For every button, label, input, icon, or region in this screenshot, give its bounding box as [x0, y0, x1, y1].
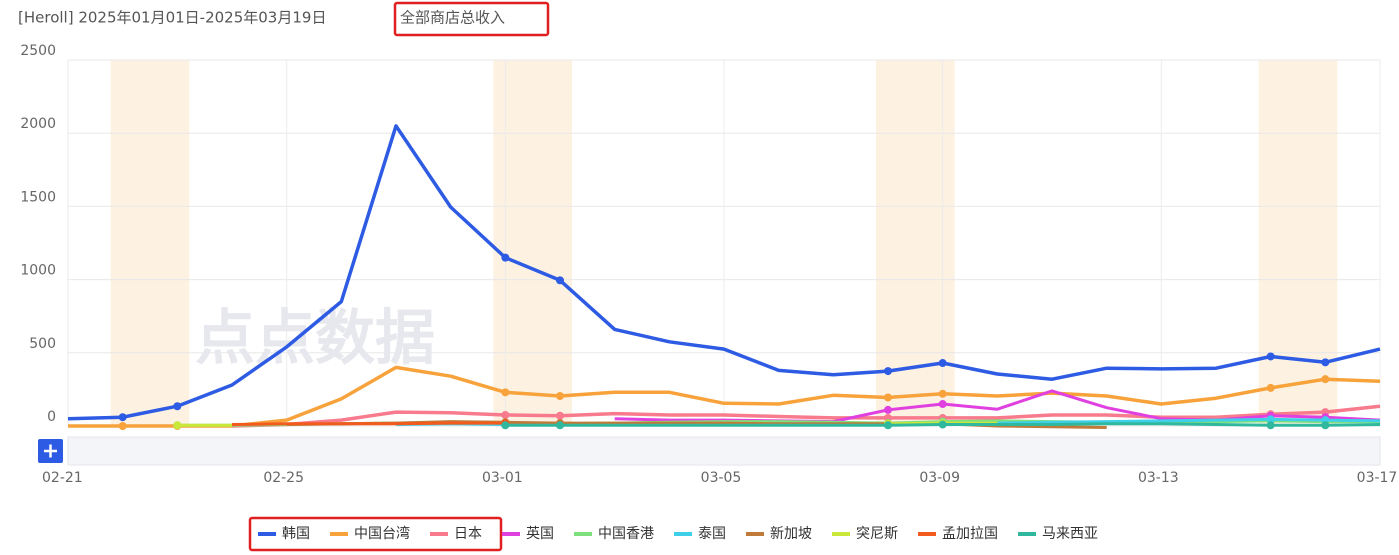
- point-marker: [1266, 352, 1275, 361]
- watermark: 点点数据: [195, 304, 435, 374]
- legend-label: 孟加拉国: [942, 526, 998, 542]
- weekend-band: [1258, 60, 1338, 426]
- series-line: [231, 421, 506, 426]
- series-line: [231, 404, 1381, 428]
- x-tick-label: 03-13: [1138, 470, 1179, 486]
- y-tick-label: 2500: [20, 43, 56, 59]
- weekend-band: [110, 60, 190, 426]
- legend-label: 马来西亚: [1042, 526, 1098, 542]
- y-tick-label: 500: [29, 336, 56, 352]
- point-marker: [118, 413, 127, 422]
- point-marker: [938, 400, 947, 409]
- x-tick-label: 02-25: [263, 470, 304, 486]
- legend-label: 泰国: [698, 526, 726, 542]
- point-marker: [501, 388, 510, 397]
- point-marker: [884, 367, 892, 376]
- x-tick-label: 03-17: [1357, 470, 1398, 486]
- point-marker: [556, 421, 564, 430]
- point-marker: [938, 389, 947, 398]
- x-tick-label: 03-05: [701, 470, 742, 486]
- highlight-box: [393, 1, 550, 37]
- point-marker: [556, 411, 564, 420]
- point-marker: [501, 411, 510, 420]
- legend-label: 日本: [454, 526, 482, 542]
- point-marker: [1266, 415, 1275, 424]
- point-marker: [1266, 383, 1275, 392]
- x-tick-label: 02-21: [42, 470, 83, 486]
- point-marker: [884, 421, 892, 430]
- point-marker: [884, 405, 892, 414]
- point-marker: [173, 421, 182, 430]
- y-tick-label: 0: [47, 409, 56, 425]
- legend-label: 新加坡: [770, 526, 812, 542]
- x-tick-label: 03-01: [482, 470, 523, 486]
- chart-subtitle: 全部商店总收入: [400, 9, 505, 27]
- legend-highlight: [248, 516, 503, 552]
- series-line: [68, 365, 1381, 428]
- point-marker: [884, 393, 892, 402]
- point-marker: [118, 422, 127, 430]
- zoom-slider[interactable]: [67, 436, 1381, 466]
- point-marker: [501, 253, 510, 262]
- legend-label: 中国台湾: [354, 525, 410, 542]
- point-marker: [1321, 421, 1330, 430]
- point-marker: [1321, 375, 1330, 384]
- legend-label: 韩国: [282, 526, 310, 542]
- chart-title: [Heroll] 2025年01月01日-2025年03月19日: [18, 9, 326, 27]
- legend-label: 英国: [526, 525, 554, 542]
- point-marker: [938, 420, 947, 429]
- point-marker: [501, 421, 510, 430]
- point-marker: [1266, 421, 1275, 430]
- y-tick-label: 2000: [20, 116, 56, 132]
- legend-label: 突尼斯: [856, 526, 898, 542]
- legend-label: 中国香港: [598, 526, 654, 542]
- point-marker: [1321, 358, 1330, 367]
- point-marker: [556, 391, 564, 400]
- point-marker: [173, 402, 182, 411]
- y-tick-label: 1500: [20, 189, 56, 205]
- weekend-band: [493, 60, 573, 426]
- y-tick-label: 1000: [20, 263, 56, 279]
- point-marker: [938, 359, 947, 368]
- plus-icon: [44, 444, 57, 458]
- series-line: [67, 124, 1381, 421]
- x-tick-label: 03-09: [919, 470, 960, 486]
- point-marker: [556, 276, 564, 285]
